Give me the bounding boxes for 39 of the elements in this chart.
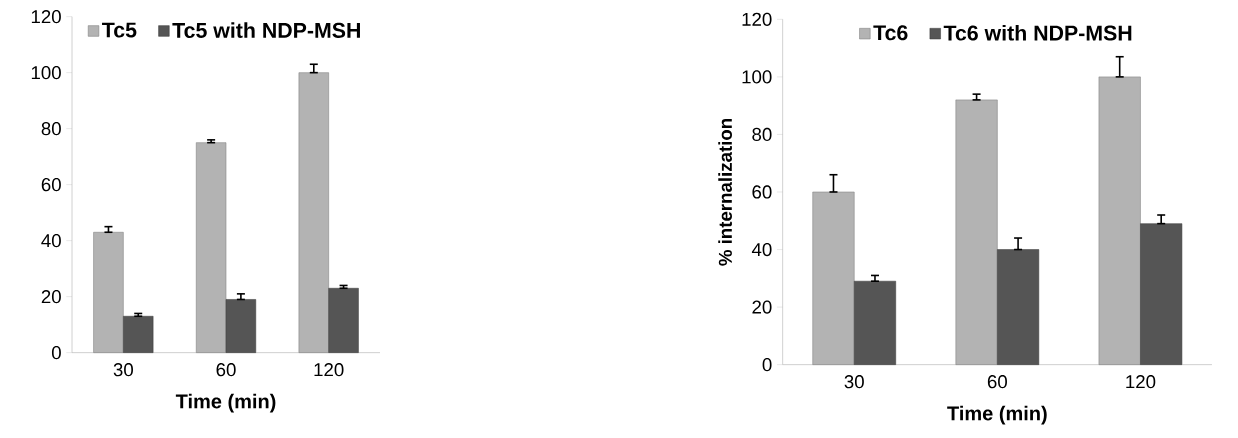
x-axis-title: Time (min) — [175, 393, 276, 413]
y-tick-label: 100 — [742, 70, 772, 84]
bar — [1098, 76, 1141, 365]
bar — [195, 142, 227, 353]
y-tick-label: 120 — [31, 10, 61, 24]
legend-label: Tc5 — [102, 22, 137, 38]
y-tick-label: 80 — [41, 122, 61, 136]
legend-label: Tc6 with NDP-MSH — [943, 24, 1132, 41]
y-tick-label: 100 — [31, 66, 61, 80]
x-tick-label: 60 — [216, 363, 236, 377]
x-tick-label: 30 — [844, 375, 864, 389]
y-tick-label: 80 — [752, 127, 772, 142]
bar — [812, 191, 855, 365]
y-tick-label: 60 — [41, 178, 61, 192]
bar — [853, 280, 896, 365]
legend-label: Tc5 with NDP-MSH — [172, 22, 360, 38]
bar — [997, 249, 1040, 365]
bar — [225, 299, 257, 353]
x-tick-label: 120 — [314, 363, 344, 377]
y-tick-label: 20 — [752, 300, 772, 314]
y-tick-label: 0 — [762, 358, 772, 372]
y-tick-label: 40 — [41, 234, 61, 248]
y-tick-label: 20 — [41, 290, 61, 304]
y-tick-label: 120 — [742, 12, 772, 26]
x-tick-label: 30 — [113, 363, 134, 377]
bar — [955, 99, 998, 365]
bar — [328, 287, 359, 353]
y-axis-title: % internalization — [718, 119, 732, 266]
x-tick-label: 60 — [987, 375, 1007, 389]
bar — [123, 315, 154, 353]
bar — [93, 231, 124, 353]
x-axis-title: Time (min) — [947, 405, 1047, 425]
y-tick-label: 60 — [752, 185, 772, 199]
bar — [298, 72, 329, 353]
y-tick-label: 0 — [51, 346, 61, 360]
bar — [1140, 223, 1183, 365]
y-tick-label: 40 — [751, 242, 772, 257]
x-tick-label: 120 — [1126, 375, 1156, 389]
legend-label: Tc6 — [873, 25, 908, 41]
